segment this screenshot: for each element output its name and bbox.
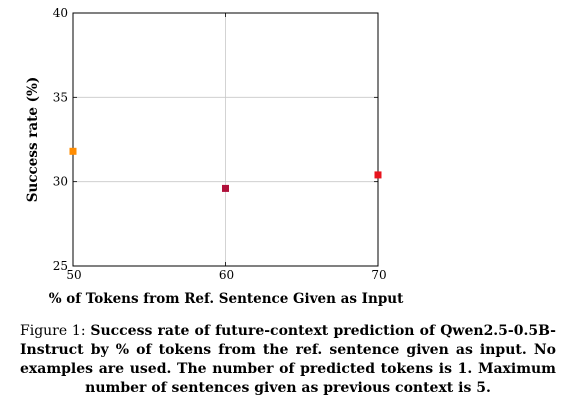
- y-tick-label: 40: [53, 6, 68, 20]
- figure-caption: Figure 1: Success rate of future-context…: [20, 322, 556, 398]
- data-point: [374, 171, 382, 179]
- ticks: 50 60 70 25 30 35 40: [53, 6, 387, 282]
- x-axis-label: % of Tokens from Ref. Sentence Given as …: [49, 291, 404, 307]
- data-point: [222, 184, 229, 192]
- x-tick-label: 50: [66, 268, 81, 282]
- data-point: [69, 147, 77, 155]
- x-tick-label: 60: [219, 268, 234, 282]
- scatter-chart: 50 60 70 25 30 35 40 % of Tokens from Ref. Sen…: [25, 6, 404, 307]
- caption-text: Success rate of future-context predictio…: [20, 323, 556, 396]
- x-tick-label: 70: [371, 268, 386, 282]
- y-tick-label: 25: [53, 259, 68, 273]
- y-axis-label: Success rate (%): [25, 77, 41, 202]
- data-points: [69, 147, 382, 192]
- caption-prefix: Figure 1:: [20, 323, 86, 339]
- y-tick-label: 30: [53, 175, 68, 189]
- grid: [72, 12, 379, 267]
- y-tick-label: 35: [53, 90, 68, 104]
